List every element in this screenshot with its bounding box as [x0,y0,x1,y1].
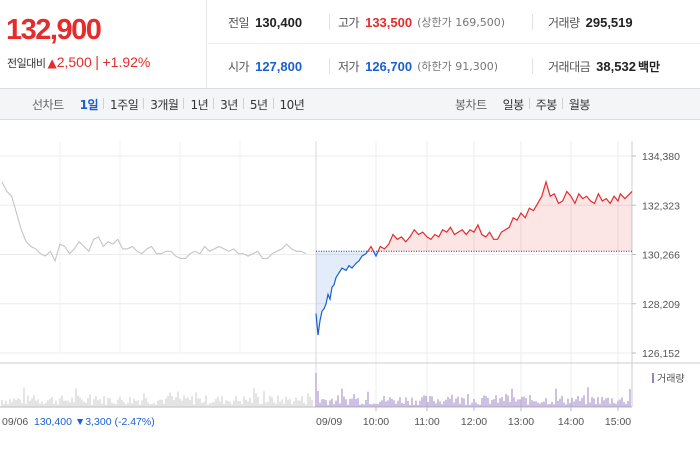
stat-row-1: 전일 130,400 고가 133,500 (상한가 169,500) 거래량 … [208,0,700,44]
previous-day-date-label: 09/06 [2,416,28,428]
volume-label: 거래량 [548,15,580,30]
up-arrow-icon: ▲ [47,56,57,70]
x-tick-label: 14:00 [558,416,584,428]
change-separator: | [94,55,100,71]
change-value: 2,500 [56,54,92,70]
candle-chart-tabs: 봉차트 일봉 주봉 월봉 [455,89,596,119]
tab-1-day[interactable]: 1일 [79,97,99,112]
up-area-fill [378,181,632,252]
prev-close-value: 130,400 [255,14,303,30]
change-percent: +1.92% [102,54,151,70]
y-tick-label: 128,209 [642,299,680,311]
tab-monthly-candle[interactable]: 월봉 [561,96,596,113]
amount-label: 거래대금 [548,59,591,74]
y-tick-label: 134,380 [642,151,680,163]
tab-weekly-candle[interactable]: 주봉 [528,96,563,113]
high-value: 133,500 [365,14,413,30]
down-area-fill [316,251,368,336]
x-tick-label: 11:00 [414,416,440,428]
chart-tab-bar: 선차트 1일 1주일 3개월 1년 3년 5년 10년 봉차트 일봉 주봉 월봉 [0,88,700,120]
prev-close-label: 전일 [228,15,250,30]
low-label: 저가 [338,59,360,74]
stat-grid: 전일 130,400 고가 133,500 (상한가 169,500) 거래량 … [208,0,700,88]
open-value: 127,800 [255,58,303,74]
chart-plot [1,179,633,407]
change-row: 전일대비 ▲2,500 | +1.92% [7,54,150,71]
chart-labels: 134,380 132,323 130,266 128,209 126,152 거래량 09… [2,151,685,428]
volume-value: 295,519 [585,14,633,30]
previous-day-line [1,181,307,263]
current-day-line-down [315,250,369,336]
change-label: 전일대비 [7,57,46,70]
tab-3-months[interactable]: 3개월 [143,96,184,113]
amount-value: 38,532 [596,58,636,74]
column-divider [329,58,330,74]
tab-1-year[interactable]: 1년 [183,96,214,113]
stat-row-2: 시가 127,800 저가 126,700 (하한가 91,300) 거래대금 … [208,44,700,88]
y-tick-label: 130,266 [642,250,680,262]
intraday-chart-svg: 134,380 132,323 130,266 128,209 126,152 거래량 09… [0,141,700,428]
x-tick-label: 12:00 [461,416,487,428]
tab-10-years[interactable]: 10년 [272,96,311,113]
upper-limit: (상한가 169,500) [417,16,506,29]
column-divider [532,14,533,30]
current-price: 132,900 [6,14,102,46]
chart-grid [0,141,700,411]
volume-legend-label: 거래량 [657,373,685,385]
stat-low: 저가 126,700 (하한가 91,300) [338,44,498,88]
tab-1-week[interactable]: 1주일 [103,96,144,113]
low-value: 126,700 [365,58,413,74]
tab-5-years[interactable]: 5년 [242,96,274,113]
stat-prev-close: 전일 130,400 [228,0,302,44]
price-chart: 134,380 132,323 130,266 128,209 126,152 거래량 09… [0,121,700,450]
price-box: 132,900 전일대비 ▲2,500 | +1.92% [0,0,207,88]
tab-daily-candle[interactable]: 일봉 [502,97,525,112]
x-tick-label: 10:00 [363,416,389,428]
open-label: 시가 [228,59,250,74]
line-chart-label: 선차트 [32,97,64,112]
stat-open: 시가 127,800 [228,44,302,88]
current-day-line-down [372,251,379,258]
lower-limit: (하한가 91,300) [417,60,499,73]
x-tick-label: 13:00 [508,416,534,428]
y-tick-label: 132,323 [642,200,680,212]
y-tick-label: 126,152 [642,348,680,360]
column-divider [329,14,330,30]
stat-high: 고가 133,500 (상한가 169,500) [338,0,505,44]
volume-legend-swatch [652,373,654,383]
stat-amount: 거래대금 38,532 백만 [548,44,660,88]
high-label: 고가 [338,15,360,30]
stat-volume: 거래량 295,519 [548,0,633,44]
current-day-line-up [377,179,633,252]
current-day-line-up [367,245,375,252]
x-tick-label: 15:00 [605,416,631,428]
previous-day-summary: 130,400 ▼3,300 (-2.47%) [34,416,155,428]
candle-chart-label: 봉차트 [455,97,487,112]
amount-unit: 백만 [637,59,661,74]
current-day-date-label: 09/09 [316,416,342,428]
line-chart-tabs: 선차트 1일 1주일 3개월 1년 3년 5년 10년 [32,89,310,119]
tab-3-years[interactable]: 3년 [213,96,244,113]
column-divider [532,58,533,74]
quote-summary: 132,900 전일대비 ▲2,500 | +1.92% 전일 130,400 고가 … [0,0,700,88]
